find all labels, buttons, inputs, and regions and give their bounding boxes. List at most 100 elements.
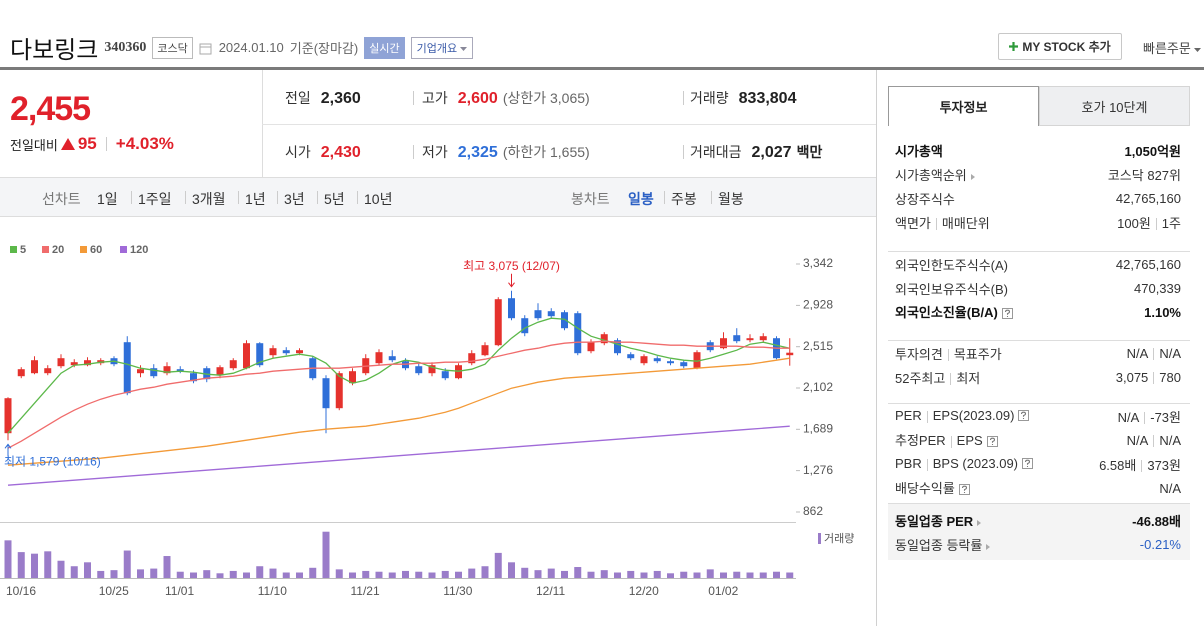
period-button[interactable]: 3년 xyxy=(284,191,305,207)
candle-body xyxy=(123,342,131,394)
x-tick-label: 01/02 xyxy=(708,584,738,598)
candle-body xyxy=(508,298,515,319)
candle-body xyxy=(150,368,158,377)
help-icon xyxy=(1022,457,1034,472)
value-text: 100원 xyxy=(1117,215,1151,231)
value-text: 6.58배 xyxy=(1099,457,1137,473)
more-icon xyxy=(970,173,975,180)
candle-body xyxy=(269,348,277,356)
volume-bar xyxy=(229,570,237,578)
candle-type-button[interactable]: 일봉 xyxy=(628,191,654,207)
volume-bar xyxy=(508,562,515,578)
period-button[interactable]: 1일 xyxy=(97,191,118,207)
quote-label: 전일 xyxy=(285,90,311,106)
more-icon xyxy=(986,543,991,550)
volume-bar xyxy=(773,571,780,578)
quote-value: 2,027 xyxy=(751,144,792,161)
row-label: 시가총액순위 xyxy=(895,165,975,184)
candle-body xyxy=(322,378,330,409)
candle-body xyxy=(282,350,290,354)
ma-line xyxy=(7,317,790,434)
market-badge: 코스닥 xyxy=(152,36,193,59)
chart: 3,342 2,928 2,515 2,102 1,689 1,276 862 5 20 60 12… xyxy=(0,216,876,598)
separator xyxy=(950,373,952,386)
quote-item: 전일 2,360 xyxy=(285,88,361,108)
quote-value: 2,600 xyxy=(457,90,498,107)
volume-bar xyxy=(44,551,52,578)
high-annotation: 최고 3,075 (12/07) xyxy=(463,259,560,273)
value-text: -46.88배 xyxy=(1132,513,1181,529)
volume-bar xyxy=(309,567,317,578)
value-text: 470,339 xyxy=(1134,280,1181,296)
low-arrow xyxy=(4,443,12,457)
label-text: 외국인소진율(B/A) xyxy=(895,305,998,321)
value-text: N/A xyxy=(1117,409,1140,425)
period-button[interactable]: 3개월 xyxy=(192,191,226,207)
plus-icon xyxy=(1009,42,1019,51)
volume-bar xyxy=(415,571,423,578)
header: 다보링크 340360 코스닥 2024.01.10 기준(장마감) 실시간 기… xyxy=(10,30,474,65)
legend-swatch xyxy=(10,246,17,253)
candle-body xyxy=(31,360,38,374)
date: 2024.01.10 xyxy=(218,40,284,55)
volume-bar xyxy=(256,566,264,578)
volume-bar xyxy=(282,572,290,578)
row-label: 상장주식수 xyxy=(895,189,955,208)
help-icon xyxy=(1018,409,1030,424)
period-button[interactable]: 5년 xyxy=(324,191,345,207)
label-text: EPS xyxy=(956,433,983,449)
volume-bar xyxy=(31,553,38,578)
separator xyxy=(1141,460,1143,473)
label-text: 배당수익률 xyxy=(895,481,955,497)
candle-body xyxy=(667,361,674,364)
volume-legend-swatch xyxy=(818,533,821,544)
candle-body xyxy=(256,343,264,366)
row-value: 100원 1주 xyxy=(1117,213,1181,232)
volume-bar xyxy=(388,572,396,578)
candle-body xyxy=(547,311,555,317)
quote-value: 2,360 xyxy=(320,90,361,107)
row-label: 동일업종 등락률 xyxy=(895,535,991,554)
add-mystock-button[interactable]: MY STOCK 추가 xyxy=(998,33,1122,60)
low-annotation: 최저 1,579 (10/16) xyxy=(4,454,101,468)
candle-type-button[interactable]: 주봉 xyxy=(671,191,697,207)
candle-body xyxy=(335,373,343,409)
separator xyxy=(683,145,684,159)
candle-body xyxy=(375,352,383,364)
sidebar-row: 액면가 매매단위 100원 1주 xyxy=(888,210,1190,234)
candle-type-button[interactable]: 월봉 xyxy=(718,191,744,207)
tab[interactable]: 호가 10단계 xyxy=(1039,86,1190,126)
ma-line xyxy=(7,340,790,449)
volume-bar xyxy=(349,572,356,578)
row-label: 외국인한도주식수(A) xyxy=(895,255,1008,274)
label-text: 투자의견 xyxy=(895,346,943,362)
add-mystock-label: MY STOCK 추가 xyxy=(1022,40,1111,54)
value-text: -73원 xyxy=(1150,409,1181,425)
period-button[interactable]: 10년 xyxy=(364,191,393,207)
sidebar-row: 시가총액 1,050억원 xyxy=(888,138,1190,162)
period-button[interactable]: 1주일 xyxy=(138,191,172,207)
quick-order[interactable]: 빠른주문 xyxy=(1143,38,1202,57)
realtime-button[interactable]: 실시간 xyxy=(364,36,405,59)
period-button[interactable]: 1년 xyxy=(245,191,266,207)
label-text: 최저 xyxy=(956,370,981,386)
volume-bar xyxy=(97,570,105,578)
row-label: 액면가 매매단위 xyxy=(895,213,990,232)
sidebar-group: PER EPS(2023.09) N/A -73원 추정PER EPS N/A N/A PBR B… xyxy=(888,403,1190,500)
separator xyxy=(1153,372,1155,385)
separator xyxy=(357,191,358,204)
volume-bar xyxy=(574,567,582,578)
help-icon xyxy=(986,435,998,450)
sidebar-row: 상장주식수 42,765,160 xyxy=(888,186,1190,210)
high-arrow xyxy=(508,273,515,288)
up-icon xyxy=(60,138,75,150)
value-text: 373원 xyxy=(1147,457,1181,473)
x-tick-label: 11/01 xyxy=(165,584,194,598)
legend-swatch xyxy=(42,246,49,253)
label-text: PER xyxy=(895,407,922,423)
tab[interactable]: 투자정보 xyxy=(888,86,1039,126)
volume-bar xyxy=(494,552,502,578)
row-value: N/A N/A xyxy=(1127,433,1181,448)
company-info-button[interactable]: 기업개요 xyxy=(410,36,474,59)
